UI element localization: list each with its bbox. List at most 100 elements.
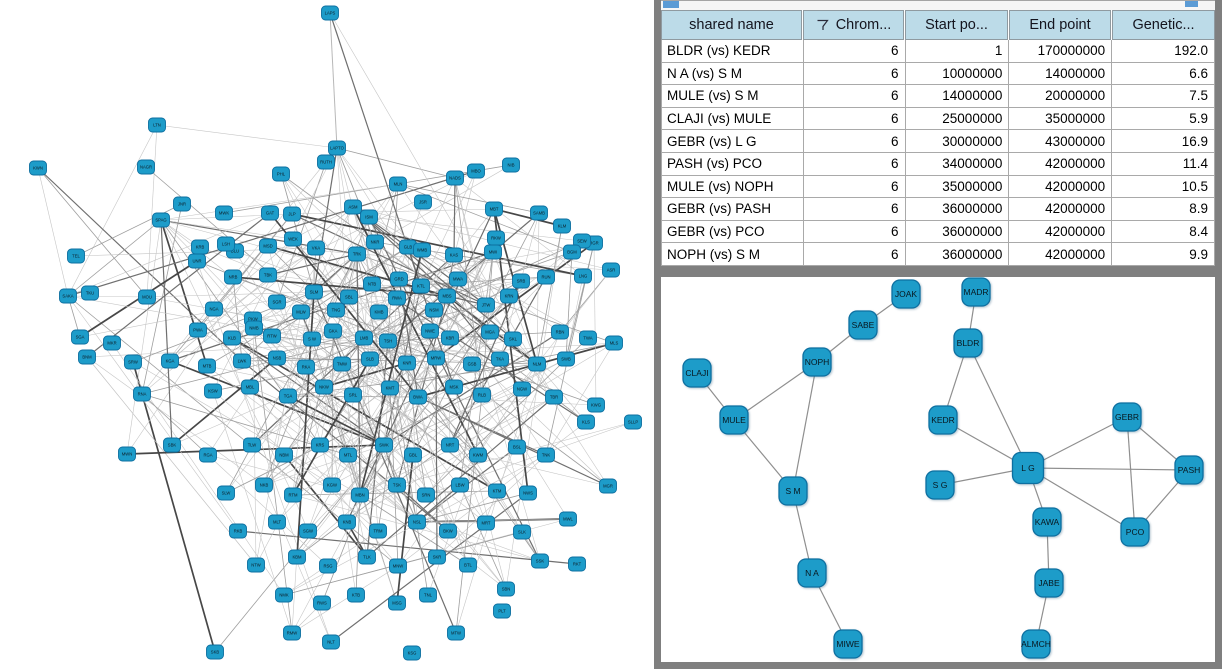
network-node-ktm[interactable]: KTM bbox=[488, 483, 506, 499]
network-node-rbn[interactable]: RBN bbox=[551, 324, 569, 340]
network-node-nga[interactable]: NGA bbox=[205, 301, 223, 317]
table-row[interactable]: N A (vs) S M 6 10000000 14000000 6.6 bbox=[662, 62, 1215, 86]
network-node-rkw[interactable]: RKW bbox=[487, 230, 505, 246]
network-node-rga[interactable]: RGA bbox=[199, 447, 217, 463]
network-node-ngw[interactable]: NGW bbox=[513, 381, 531, 397]
network-node-rna[interactable]: RNA bbox=[133, 386, 151, 402]
network-node-mou[interactable]: MOU bbox=[138, 289, 156, 305]
network-node-nkr[interactable]: NKR bbox=[366, 234, 384, 250]
network-node-lsh[interactable]: LSH bbox=[217, 236, 235, 252]
network-node-tmw[interactable]: TMW bbox=[333, 356, 351, 372]
network-node-slm[interactable]: SLM bbox=[305, 284, 323, 300]
network-node-tlw[interactable]: TLW bbox=[243, 437, 261, 453]
network-node-jtw[interactable]: JTW bbox=[477, 297, 495, 313]
table-row[interactable]: PASH (vs) PCO 6 34000000 42000000 11.4 bbox=[662, 152, 1215, 176]
network-node-ltn[interactable]: LTN bbox=[148, 117, 166, 133]
network-node-krs[interactable]: KRS bbox=[311, 437, 329, 453]
network-node-msg[interactable]: MSG bbox=[388, 595, 406, 611]
network-node-tbr[interactable]: TBR bbox=[545, 389, 563, 405]
network-node-mln[interactable]: MLN bbox=[389, 176, 407, 192]
network-node-ruth[interactable]: RUTH bbox=[317, 154, 335, 170]
network-node-s-m[interactable]: S M bbox=[778, 476, 808, 506]
network-node-klm[interactable]: KLM bbox=[553, 218, 571, 234]
network-node-spag[interactable]: SPAG bbox=[152, 212, 170, 228]
column-header-chrom-[interactable]: Chrom... bbox=[803, 10, 904, 40]
network-node-nsl[interactable]: NSL bbox=[408, 514, 426, 530]
column-header-start-po-[interactable]: Start po... bbox=[905, 10, 1008, 40]
network-node-rsg[interactable]: RSG bbox=[319, 558, 337, 574]
network-node-tbk[interactable]: TBK bbox=[259, 267, 277, 283]
network-node-nlt[interactable]: NLT bbox=[322, 634, 340, 650]
network-node-gat[interactable]: GAT bbox=[261, 205, 279, 221]
network-node-jnr[interactable]: JNR bbox=[173, 196, 191, 212]
network-node-wek[interactable]: WEK bbox=[284, 231, 302, 247]
network-node-slk[interactable]: SLK bbox=[513, 524, 531, 540]
network-node-rwa[interactable]: RWA bbox=[388, 290, 406, 306]
network-node-s-w[interactable]: S W bbox=[303, 331, 321, 347]
network-node-mlw[interactable]: MLW bbox=[292, 304, 310, 320]
network-node-mwa[interactable]: MWA bbox=[449, 271, 467, 287]
network-node-mtl[interactable]: MTL bbox=[339, 447, 357, 463]
network-node-s-g[interactable]: S G bbox=[925, 470, 955, 500]
network-node-msk[interactable]: MSK bbox=[445, 379, 463, 395]
network-node-bkw[interactable]: BKW bbox=[439, 523, 457, 539]
network-node-knr[interactable]: KNR bbox=[398, 355, 416, 371]
network-node-mbs[interactable]: MBS bbox=[438, 288, 456, 304]
network-node-l-g[interactable]: L G bbox=[1011, 451, 1045, 485]
network-node-msd[interactable]: MSD bbox=[259, 238, 277, 254]
network-node-sga[interactable]: SGA bbox=[71, 329, 89, 345]
network-node-kwg[interactable]: KWG bbox=[587, 397, 605, 413]
network-node-kedr[interactable]: KEDR bbox=[928, 405, 958, 435]
network-node-mbl[interactable]: MBL bbox=[241, 379, 259, 395]
table-row[interactable]: CLAJI (vs) MULE 6 25000000 35000000 5.9 bbox=[662, 107, 1215, 131]
network-node-lbw[interactable]: LBW bbox=[451, 477, 469, 493]
network-node-kwn[interactable]: KWN bbox=[29, 160, 47, 176]
network-node-noph[interactable]: NOPH bbox=[802, 347, 832, 377]
network-node-rkb[interactable]: RKB bbox=[229, 523, 247, 539]
network-node-mule[interactable]: MULE bbox=[719, 405, 749, 435]
network-node-trm[interactable]: TRM bbox=[369, 523, 387, 539]
network-node-nlm[interactable]: NLM bbox=[528, 356, 546, 372]
network-node-gebr[interactable]: GEBR bbox=[1112, 402, 1142, 432]
network-node-pwa[interactable]: PWA bbox=[189, 322, 207, 338]
network-node-kwm[interactable]: KWM bbox=[469, 447, 487, 463]
table-row[interactable]: BLDR (vs) KEDR 6 1 170000000 192.0 bbox=[662, 40, 1215, 63]
network-node-asm[interactable]: ASM bbox=[344, 199, 362, 215]
network-node-knb[interactable]: KNB bbox=[338, 514, 356, 530]
network-node-mls[interactable]: MLS bbox=[605, 335, 623, 351]
network-node-mbo[interactable]: MBO bbox=[467, 163, 485, 179]
network-node-slb[interactable]: SLB bbox=[361, 351, 379, 367]
network-node-klb[interactable]: KLB bbox=[223, 330, 241, 346]
table-row[interactable]: GEBR (vs) L G 6 30000000 43000000 16.9 bbox=[662, 130, 1215, 153]
network-node-pash[interactable]: PASH bbox=[1174, 455, 1204, 485]
network-node-sllp[interactable]: SLLP bbox=[624, 414, 642, 430]
network-node-wmb[interactable]: WMB bbox=[413, 242, 431, 258]
network-node-sbn[interactable]: SBN bbox=[497, 581, 515, 597]
network-node-samb[interactable]: SAMB bbox=[530, 205, 548, 221]
table-row[interactable]: MULE (vs) S M 6 14000000 20000000 7.5 bbox=[662, 85, 1215, 108]
network-node-bgm[interactable]: BGM bbox=[563, 244, 581, 260]
network-node-joak[interactable]: JOAK bbox=[891, 279, 921, 309]
network-node-rws[interactable]: RWS bbox=[313, 595, 331, 611]
network-node-sbk[interactable]: SBK bbox=[163, 437, 181, 453]
network-node-rkt[interactable]: RKT bbox=[568, 556, 586, 572]
network-node-kga[interactable]: KGA bbox=[161, 353, 179, 369]
network-node-gbl[interactable]: GBL bbox=[404, 447, 422, 463]
network-node-jsr[interactable]: JSR bbox=[414, 194, 432, 210]
network-node-nmb[interactable]: NMB bbox=[245, 320, 263, 336]
table-row[interactable]: GEBR (vs) PASH 6 36000000 42000000 8.9 bbox=[662, 198, 1215, 221]
network-node-asr[interactable]: ASR bbox=[602, 262, 620, 278]
network-node-rlb[interactable]: RLB bbox=[473, 387, 491, 403]
network-node-laps[interactable]: LAPS bbox=[321, 5, 339, 21]
network-node-mgr[interactable]: MGR bbox=[599, 478, 617, 494]
network-node-kawa[interactable]: KAWA bbox=[1032, 507, 1062, 537]
network-node-nsb[interactable]: NSB bbox=[268, 350, 286, 366]
network-node-almch[interactable]: ALMCH bbox=[1021, 629, 1051, 659]
network-node-nsm[interactable]: NSM bbox=[425, 302, 443, 318]
network-node-kls[interactable]: KLS bbox=[577, 414, 595, 430]
network-node-krb[interactable]: KRB bbox=[191, 239, 209, 255]
network-node-srl[interactable]: SRL bbox=[344, 387, 362, 403]
network-node-nrt[interactable]: NRT bbox=[441, 437, 459, 453]
network-node-slw[interactable]: SLW bbox=[217, 485, 235, 501]
network-node-mga[interactable]: MGA bbox=[481, 324, 499, 340]
